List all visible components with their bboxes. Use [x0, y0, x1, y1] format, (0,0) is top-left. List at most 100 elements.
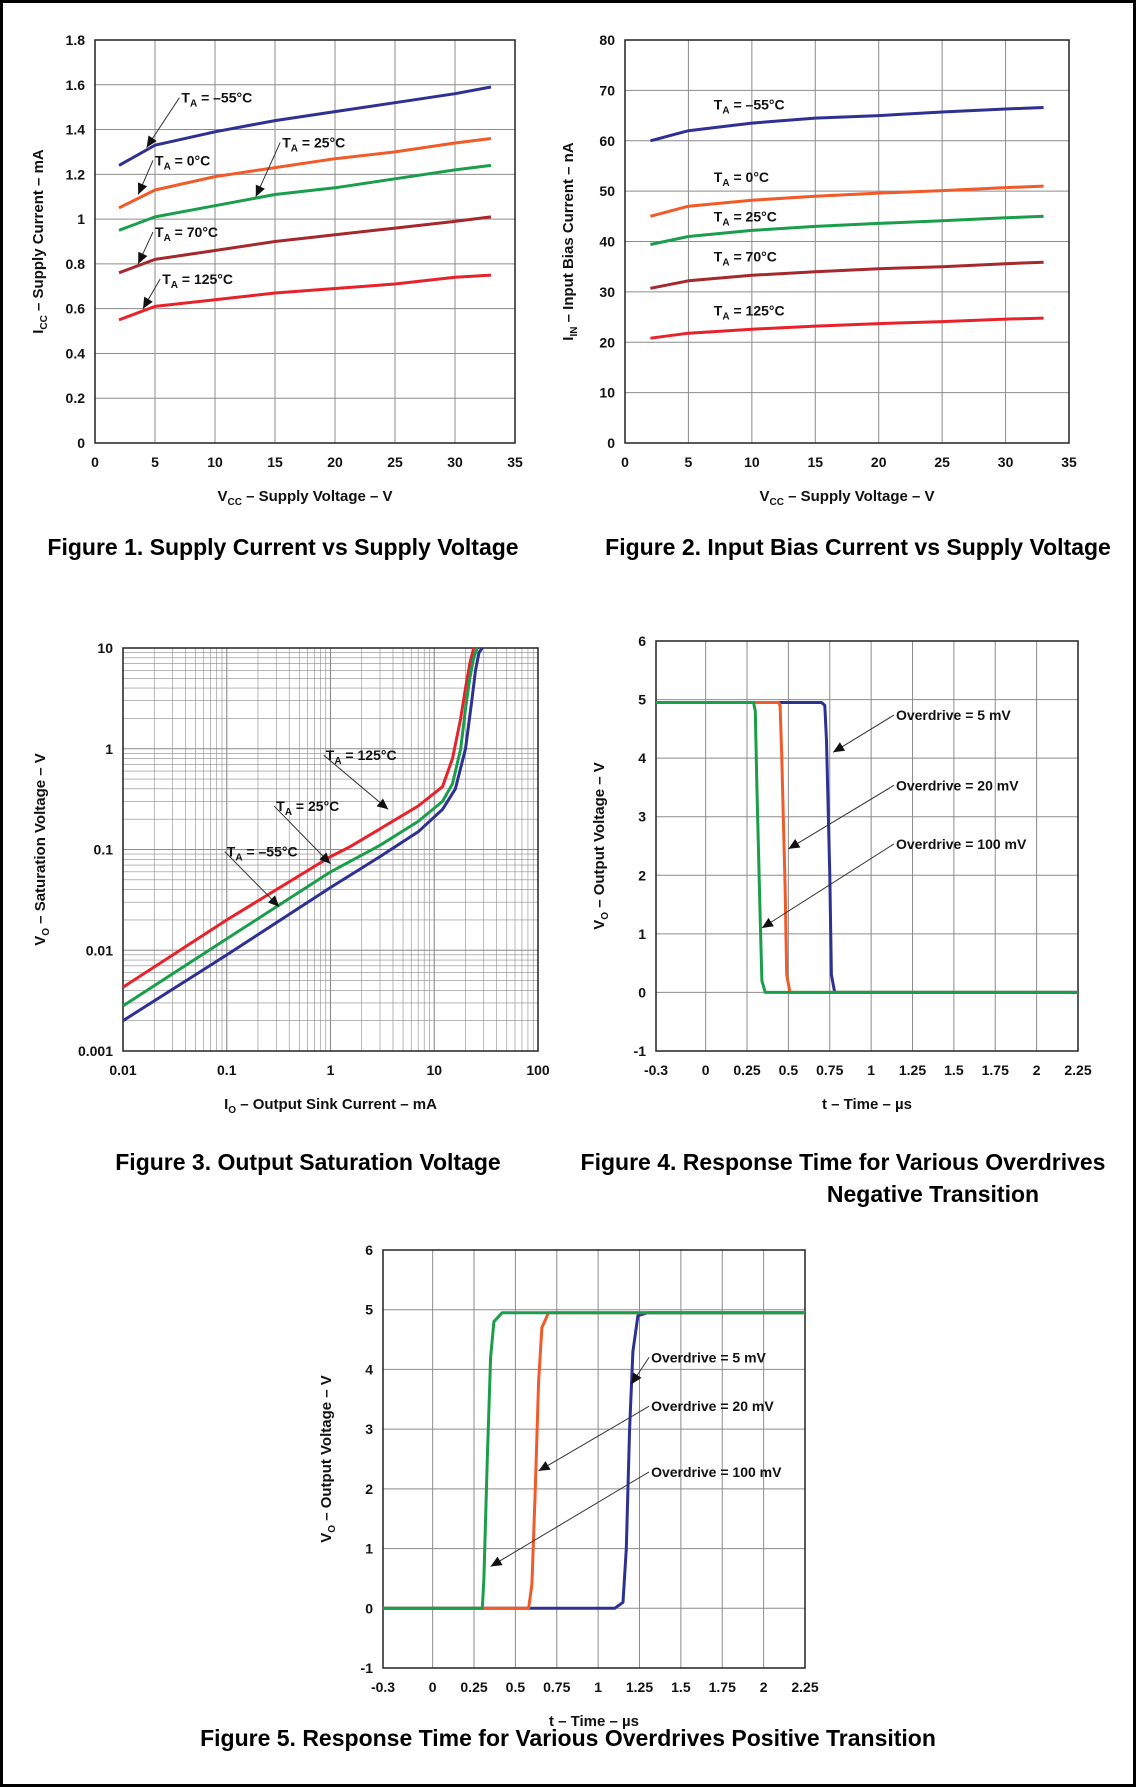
annotation-label-0: Overdrive = 5 mV [651, 1349, 766, 1365]
series-line-1 [650, 184, 1044, 218]
y-axis-label-sub: CC [39, 315, 50, 329]
series-line-2 [122, 647, 484, 1022]
y-axis-label: IIN – Input Bias Current – nA [560, 142, 580, 341]
grid-lines [122, 648, 538, 1052]
y-tick-label: 1 [638, 926, 646, 942]
annotation-label-1: Overdrive = 20 mV [651, 1398, 774, 1414]
y-axis-label: VO – Output Voltage – V [318, 1375, 338, 1543]
chart-response-negative: -0.3 0 0.25 0.5 0.75 1 1.25 1.5 1.75 2 2.25 -1 0 1 2 3 4… [591, 633, 1092, 1113]
annotation-label-4-sub: A [722, 312, 729, 323]
annotation-label-2-sub: A [291, 143, 298, 154]
annotation-label-4-main: T [162, 271, 171, 287]
annotation-label-2: Overdrive = 100 mV [651, 1464, 782, 1480]
annotation-label-2-main: Overdrive = 100 mV [651, 1464, 782, 1480]
annotation-label-3-main: T [714, 249, 723, 265]
chart-response-positive: -0.3 0 0.25 0.5 0.75 1 1.25 1.5 1.75 2 2.25 -1 0 1 2 3 4… [318, 1242, 819, 1730]
annotation-label-3: TA = 70°C [714, 249, 777, 269]
y-tick-label: 2 [638, 867, 646, 883]
y-tick-label: 1 [77, 211, 85, 227]
x-tick-label: 5 [685, 454, 693, 470]
y-tick-label: 70 [599, 82, 615, 98]
annotation-label-0-main: T [181, 90, 190, 106]
annotation-arrow-3 [138, 251, 148, 264]
annotation-label-2-rest: = –55°C [243, 844, 298, 860]
x-tick-label: 1.5 [944, 1062, 964, 1078]
figure-2-caption: Figure 2. Input Bias Current vs Supply V… [605, 534, 1111, 560]
x-tick-label: 0.75 [816, 1062, 843, 1078]
series-line-4 [650, 316, 1044, 340]
x-tick-label: 1.5 [671, 1679, 691, 1695]
y-axis-label-rest: – Supply Current – mA [30, 149, 47, 315]
annotation-leader-0 [832, 714, 895, 753]
x-tick-label: 25 [934, 454, 950, 470]
series-line-0 [650, 106, 1044, 143]
y-tick-label: 0.2 [66, 390, 86, 406]
y-tick-label: 10 [97, 640, 113, 656]
series-line-1 [118, 137, 492, 210]
annotation-label-2-rest: = 25°C [298, 134, 345, 150]
x-axis-label-rest: – Supply Voltage – V [784, 488, 935, 505]
annotation-label-2-main: T [227, 844, 236, 860]
x-tick-label: -0.3 [644, 1062, 668, 1078]
annotation-label-2: Overdrive = 100 mV [896, 836, 1027, 852]
figure-1-caption: Figure 1. Supply Current vs Supply Volta… [47, 534, 519, 560]
annotation-label-1-main: Overdrive = 20 mV [651, 1398, 774, 1414]
series-line-3 [650, 260, 1044, 290]
x-tick-label: 0.25 [733, 1062, 760, 1078]
annotation-label-1: TA = 0°C [155, 152, 210, 172]
series-line-1 [122, 647, 479, 1008]
x-tick-label: 0.5 [779, 1062, 799, 1078]
x-tick-label: 15 [267, 454, 283, 470]
annotation-label-1-main: T [276, 798, 285, 814]
y-tick-label: 6 [365, 1242, 373, 1258]
plot-frame [122, 647, 539, 1052]
series-line-2 [383, 1311, 805, 1610]
figure-3-caption: Figure 3. Output Saturation Voltage [115, 1149, 501, 1175]
plot-frame [94, 39, 516, 444]
x-tick-label: 0.5 [506, 1679, 526, 1695]
annotation-label-3-sub: A [164, 233, 171, 244]
y-axis-label: VO – Saturation Voltage – V [32, 753, 52, 946]
series-line-2 [118, 163, 492, 232]
x-tick-label: -0.3 [371, 1679, 395, 1695]
x-axis-label: VCC – Supply Voltage – V [217, 488, 392, 508]
x-axis-label: t – Time – µs [822, 1096, 912, 1113]
x-axis-label-rest: – Supply Voltage – V [242, 488, 393, 505]
x-axis-label-rest: – Output Sink Current – mA [236, 1096, 437, 1113]
annotation-label-2-rest: = 25°C [730, 208, 777, 224]
y-tick-label: 6 [638, 633, 646, 649]
annotation-label-2-main: Overdrive = 100 mV [896, 836, 1027, 852]
y-tick-label: 30 [599, 284, 615, 300]
x-tick-label: 25 [387, 454, 403, 470]
annotation-label-2-main: T [714, 208, 723, 224]
y-tick-label: 0.8 [66, 256, 86, 272]
x-tick-label: 0 [91, 454, 99, 470]
figure-5-caption: Figure 5. Response Time for Various Over… [200, 1725, 936, 1751]
x-tick-label: 0 [621, 454, 629, 470]
annotation-label-2: TA = 25°C [714, 208, 777, 228]
y-tick-label: 50 [599, 183, 615, 199]
x-tick-label: 30 [447, 454, 463, 470]
x-tick-label: 10 [744, 454, 760, 470]
annotation-label-1-main: Overdrive = 20 mV [896, 777, 1019, 793]
x-axis-label-sub: CC [769, 497, 783, 508]
y-tick-label: 1.4 [66, 122, 86, 138]
x-axis-label-main: t – Time – µs [822, 1096, 912, 1113]
y-tick-label: 0.4 [66, 345, 86, 361]
annotation-arrow-0 [146, 135, 157, 148]
annotation-label-4-sub: A [171, 280, 178, 291]
grid-lines [624, 39, 1070, 444]
annotation-label-0: TA = –55°C [181, 90, 252, 110]
annotation-label-3-rest: = 70°C [730, 249, 777, 265]
series-line-0 [656, 701, 1078, 994]
x-tick-label: 2 [1033, 1062, 1041, 1078]
x-tick-label: 0.25 [460, 1679, 487, 1695]
x-axis-label-main: V [217, 488, 227, 505]
x-tick-label: 5 [151, 454, 159, 470]
y-tick-label: 4 [365, 1361, 373, 1377]
x-tick-label: 20 [871, 454, 887, 470]
x-axis-label-main: I [224, 1096, 228, 1113]
annotation-label-4: TA = 125°C [162, 271, 233, 291]
y-tick-label: 0.001 [78, 1043, 113, 1059]
